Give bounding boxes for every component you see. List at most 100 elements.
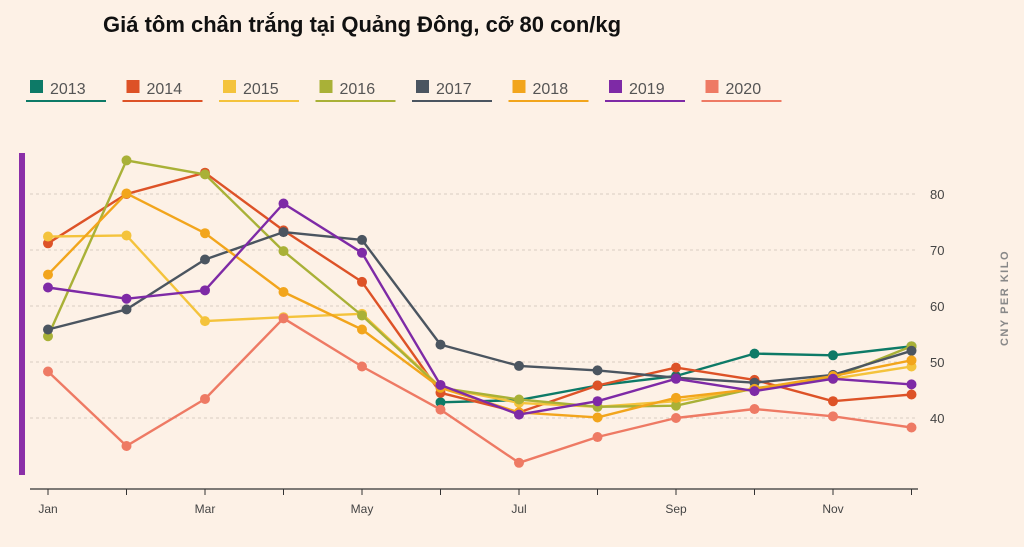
legend-item-2013: 2013 — [26, 80, 106, 102]
data-point — [514, 409, 524, 420]
legend-label: 2016 — [340, 81, 376, 98]
data-point — [435, 404, 446, 415]
legend-swatch — [126, 80, 140, 93]
data-point — [278, 287, 289, 297]
data-point — [514, 394, 524, 405]
data-point — [43, 366, 53, 377]
data-point — [357, 361, 367, 372]
data-point — [906, 355, 917, 366]
data-point — [200, 254, 210, 265]
data-point — [671, 392, 681, 403]
legend-swatch — [512, 80, 526, 93]
data-point — [671, 362, 681, 373]
data-point — [200, 393, 210, 404]
legend-label: 2019 — [629, 81, 665, 98]
legend-swatch — [705, 80, 719, 93]
series-line — [47, 230, 912, 384]
data-point — [357, 247, 367, 258]
legend-swatch — [416, 80, 429, 93]
data-point — [43, 269, 53, 280]
legend-label: 2018 — [533, 81, 569, 98]
legend-item-2014: 2014 — [122, 80, 203, 102]
data-point — [749, 386, 760, 397]
data-point — [749, 348, 760, 359]
data-point — [200, 228, 210, 239]
data-point — [435, 397, 446, 408]
x-tick-label: Sep — [665, 502, 687, 516]
y-tick-label: 40 — [930, 411, 944, 426]
legend-label: 2017 — [436, 81, 472, 98]
data-point — [278, 246, 289, 257]
data-point — [121, 441, 132, 451]
y-tick-label: 70 — [930, 243, 944, 258]
legend: 2013 2014 2015 2016 2017 2018 2019 2020 — [26, 80, 782, 102]
data-point — [828, 350, 838, 361]
data-point — [121, 230, 132, 241]
x-tick-label: May — [351, 502, 374, 516]
legend-label: 2020 — [726, 81, 762, 98]
data-point — [906, 345, 917, 356]
legend-item-2019: 2019 — [605, 80, 685, 102]
x-tick-label: Jul — [511, 502, 526, 516]
data-point — [749, 404, 760, 415]
data-point — [278, 313, 289, 324]
data-point — [592, 432, 603, 443]
series-line — [47, 171, 912, 414]
legend-label: 2013 — [50, 81, 86, 98]
data-point — [828, 396, 838, 407]
legend-label: 2014 — [147, 81, 183, 98]
legend-swatch — [30, 80, 43, 93]
data-point — [357, 234, 367, 245]
data-point — [828, 411, 838, 422]
y-tick-label: 80 — [930, 187, 944, 202]
data-point — [121, 155, 132, 166]
series-2017 — [43, 227, 917, 388]
data-point — [828, 373, 838, 384]
data-point — [514, 457, 524, 468]
data-point — [43, 231, 53, 242]
gridlines — [30, 193, 918, 419]
series-line — [47, 202, 912, 416]
y-axis-label: CNY PER KILO — [999, 250, 1011, 346]
data-point — [435, 379, 446, 390]
data-point — [906, 422, 917, 433]
legend-item-2018: 2018 — [508, 80, 589, 102]
series-line — [47, 192, 912, 419]
legend-item-2015: 2015 — [219, 80, 299, 102]
legend-swatch — [319, 80, 333, 93]
accent-bar — [19, 153, 25, 475]
data-point — [906, 379, 917, 390]
data-point — [357, 310, 367, 321]
series-line — [47, 317, 912, 464]
legend-item-2016: 2016 — [315, 80, 396, 102]
data-point — [671, 373, 681, 384]
data-point — [514, 360, 524, 371]
data-point — [592, 396, 603, 407]
data-point — [121, 304, 132, 315]
series-2019 — [43, 198, 917, 420]
legend-item-2020: 2020 — [701, 80, 782, 102]
legend-swatch — [609, 80, 622, 93]
data-point — [671, 413, 681, 423]
legend-swatch — [223, 80, 236, 93]
legend-label: 2015 — [243, 81, 279, 98]
data-point — [278, 227, 289, 238]
axes: 40 50 60 70 80 Jan Mar May Jul Sep Nov — [19, 153, 944, 516]
series-layer — [43, 155, 917, 468]
data-point — [43, 282, 53, 293]
data-point — [43, 324, 53, 335]
data-point — [435, 339, 446, 350]
data-point — [906, 389, 917, 400]
data-point — [121, 293, 132, 304]
data-point — [278, 198, 289, 209]
y-tick-label: 60 — [930, 299, 944, 314]
series-line — [46, 159, 912, 408]
data-point — [200, 285, 210, 296]
data-point — [200, 169, 210, 180]
data-point — [592, 412, 603, 423]
data-point — [357, 276, 367, 287]
data-point — [671, 400, 681, 411]
data-point — [200, 316, 210, 327]
